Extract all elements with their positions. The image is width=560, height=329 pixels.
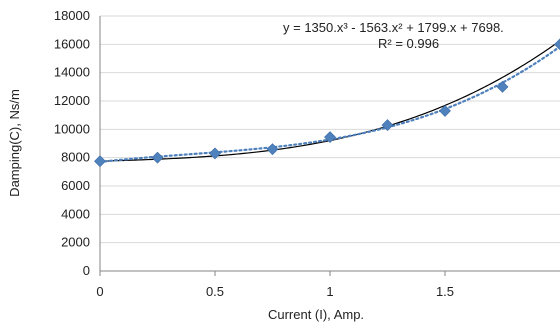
- grid: [100, 16, 560, 243]
- data-point-diamond: [497, 81, 508, 92]
- markers: [95, 39, 560, 167]
- data-point-diamond: [267, 144, 278, 155]
- y-tick-label: 4000: [61, 206, 90, 221]
- x-tick-label: 1: [326, 284, 333, 299]
- tick-labels: 0 2000 4000 6000 8000 10000 12000 14000 16000 180…: [54, 8, 454, 299]
- y-tick-label: 16000: [54, 36, 90, 51]
- y-tick-label: 18000: [54, 8, 90, 23]
- trendline-equation: y = 1350.x³ - 1563.x² + 1799.x + 7698.: [283, 20, 504, 35]
- x-tick-label: 1.5: [436, 284, 454, 299]
- x-tick-label: 0: [96, 284, 103, 299]
- y-tick-label: 10000: [54, 121, 90, 136]
- r-squared-label: R² = 0.996: [378, 36, 439, 51]
- y-tick-label: 12000: [54, 93, 90, 108]
- y-axis-title: Damping(C), Ns/m: [7, 89, 22, 197]
- poly-trendline-dotted: [100, 47, 560, 162]
- y-tick-label: 0: [83, 263, 90, 278]
- y-tick-label: 8000: [61, 150, 90, 165]
- y-tick-label: 6000: [61, 178, 90, 193]
- data-point-diamond: [152, 152, 163, 163]
- axes: [100, 16, 560, 276]
- y-tick-label: 2000: [61, 235, 90, 250]
- x-tick-label: 0.5: [206, 284, 224, 299]
- y-tick-label: 14000: [54, 65, 90, 80]
- data-point-diamond: [555, 39, 560, 50]
- x-axis-title: Current (I), Amp.: [268, 307, 364, 322]
